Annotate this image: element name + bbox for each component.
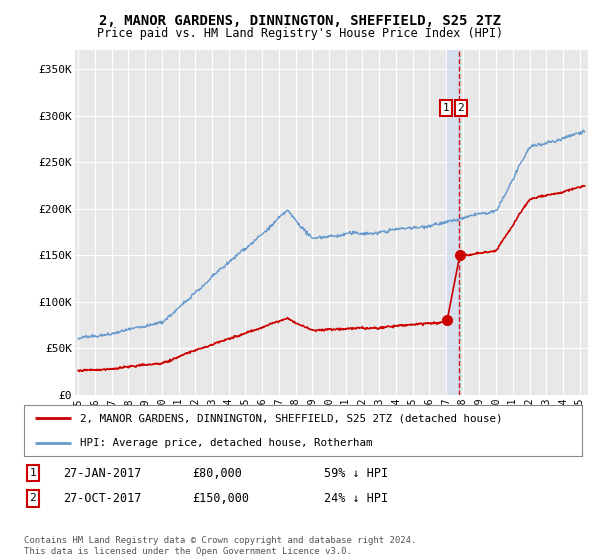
Text: 27-OCT-2017: 27-OCT-2017 (63, 492, 142, 505)
Text: HPI: Average price, detached house, Rotherham: HPI: Average price, detached house, Roth… (80, 438, 372, 448)
Text: £150,000: £150,000 (192, 492, 249, 505)
Text: 2: 2 (457, 103, 464, 113)
Bar (447, 50, 460, 395)
Text: 24% ↓ HPI: 24% ↓ HPI (324, 492, 388, 505)
Text: 1: 1 (443, 103, 449, 113)
Text: 2, MANOR GARDENS, DINNINGTON, SHEFFIELD, S25 2TZ: 2, MANOR GARDENS, DINNINGTON, SHEFFIELD,… (99, 14, 501, 28)
Text: 1: 1 (29, 468, 37, 478)
Text: Contains HM Land Registry data © Crown copyright and database right 2024.
This d: Contains HM Land Registry data © Crown c… (24, 536, 416, 556)
Text: Price paid vs. HM Land Registry's House Price Index (HPI): Price paid vs. HM Land Registry's House … (97, 27, 503, 40)
Text: 2: 2 (29, 493, 37, 503)
Text: 27-JAN-2017: 27-JAN-2017 (63, 466, 142, 480)
Text: 2, MANOR GARDENS, DINNINGTON, SHEFFIELD, S25 2TZ (detached house): 2, MANOR GARDENS, DINNINGTON, SHEFFIELD,… (80, 413, 502, 423)
Text: £80,000: £80,000 (192, 466, 242, 480)
Text: 59% ↓ HPI: 59% ↓ HPI (324, 466, 388, 480)
